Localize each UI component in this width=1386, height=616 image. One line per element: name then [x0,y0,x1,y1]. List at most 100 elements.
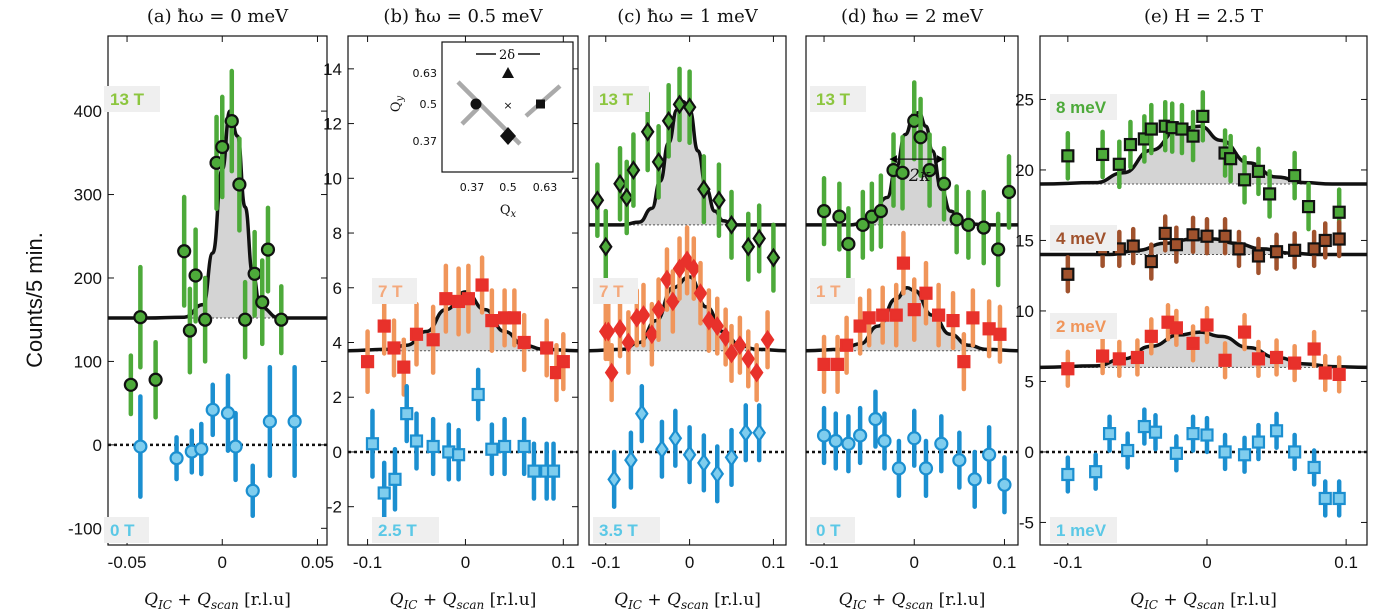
y-tick-label: -2 [327,498,342,517]
label-tag: 7 T [378,282,403,301]
data-point [451,448,466,462]
data-point [598,236,613,257]
data-point [220,406,236,421]
data-point [1224,152,1238,166]
data-point [1061,362,1075,376]
data-point [895,165,910,180]
data-point [1251,164,1266,178]
data-point [952,453,967,468]
data-point [697,179,711,200]
data-point [672,94,687,115]
data-point [697,452,711,473]
inset-guide [460,106,480,126]
data-point [655,439,669,460]
data-point [1332,491,1346,506]
panels: (a) ħω = 0 meV-0.05 0 0.05-100010020030040… [68,6,1368,612]
data-point [1269,245,1284,259]
series-4 [1061,407,1346,518]
plot-area [348,255,578,526]
data-point [182,323,197,338]
data-point [710,316,725,337]
kappa-label: 2κ [908,166,931,186]
data-point [997,477,1012,492]
data-point [982,447,997,462]
inset-y-tick-label: 0.63 [413,67,438,80]
data-point [1121,443,1135,458]
data-point [896,256,911,270]
data-point [546,464,561,478]
label-tag: 3.5 T [599,521,638,540]
label-tag-bg [372,517,439,543]
y-tick-label: 5 [1025,372,1034,391]
data-point [1169,238,1183,252]
data-point [816,204,832,219]
data-point [1123,137,1138,152]
data-point [1332,232,1346,246]
series-1 [1061,90,1346,238]
axes-frame [1039,35,1368,546]
data-point [738,422,753,443]
label-tag-bg [593,517,660,543]
x-tick-label: -0.05 [108,553,147,572]
label-tag: 13 T [599,90,634,109]
data-point [1102,427,1117,441]
inset-x-label: Qx [500,203,517,220]
data-point [733,335,747,356]
data-point [123,377,138,392]
inset-triangle-marker [502,67,514,78]
data-point [613,318,627,339]
data-point [1218,445,1232,459]
data-point [198,312,213,327]
data-point [907,303,921,317]
data-point [724,343,739,364]
x-tick-label: 0 [461,553,470,572]
data-point [839,338,854,352]
data-point [377,319,391,333]
data-point [247,266,262,281]
data-point [1096,349,1110,363]
data-point [1262,187,1277,201]
data-point [686,258,701,279]
data-point [919,286,933,300]
data-point [1186,228,1200,242]
data-point [712,190,726,211]
y-tick-label: 8 [333,224,342,243]
data-point [1089,465,1103,479]
data-point [1158,226,1172,240]
data-point [228,439,243,454]
data-point [832,209,847,224]
data-point [651,299,666,320]
data-point [760,329,775,350]
data-point [507,311,521,325]
data-point [1251,352,1266,366]
data-point [1200,229,1214,243]
label-tag-bg [810,86,866,112]
plot-area [1040,90,1367,518]
data-point [1061,149,1075,163]
y-tick-label: 6 [333,279,342,298]
data-point [485,314,499,328]
data-point [693,283,708,304]
data-point [262,414,277,429]
data-point [1237,173,1252,187]
data-point [1251,249,1266,263]
data-point [1061,267,1075,281]
data-point [1269,424,1284,438]
fit-area [589,101,786,225]
panel-2: (b) ħω = 0.5 meV -0.1 0 0.1 -2 0 2 4 6 8 10 12 14 QIC… [323,6,579,612]
data-point [255,295,270,310]
data-point [1307,460,1321,475]
data-point [169,451,184,466]
data-point [1318,366,1332,380]
data-point [1196,109,1210,123]
x-tick-label: -0.1 [353,553,382,572]
data-point [710,463,725,484]
data-point [527,464,541,478]
fit-area [1040,126,1367,185]
x-axis-label: QIC + Qscan [r.l.u] [614,590,761,612]
label-tag-bg [104,517,149,543]
y-tick-label: 2 [333,388,342,407]
label-tag-bg [1050,94,1117,120]
x-tick-label: 0.1 [762,553,786,572]
label-tag: 2.5 T [378,521,417,540]
